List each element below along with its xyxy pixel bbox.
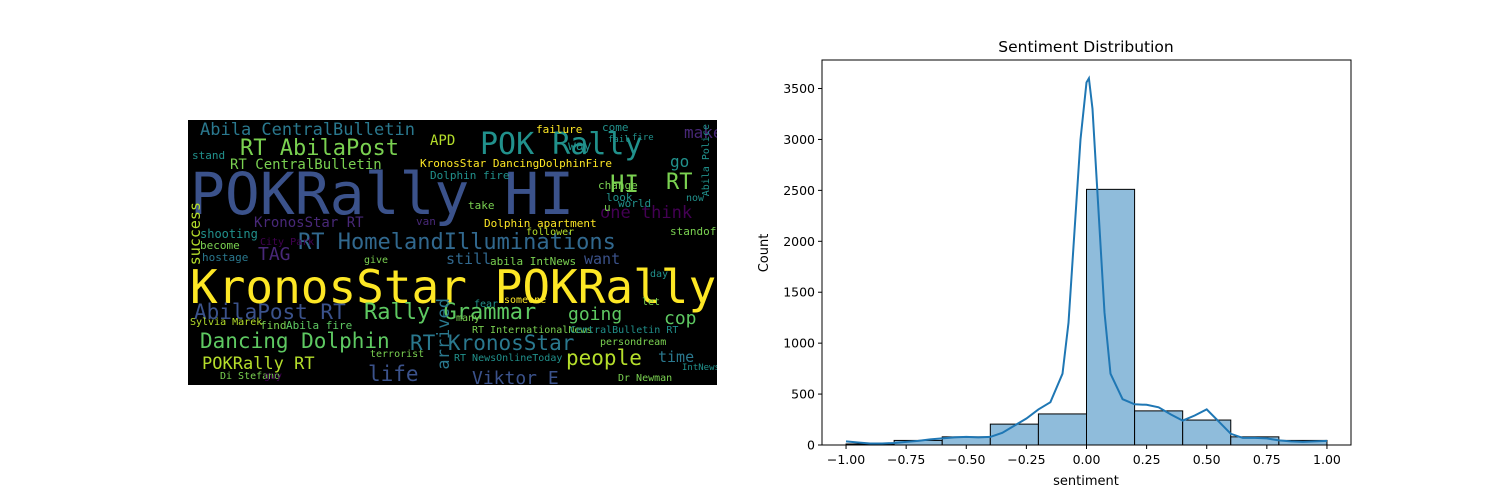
word-cloud-word: POKRally HI — [190, 160, 575, 228]
word-cloud-word: standoff — [670, 225, 717, 238]
word-cloud-word: van — [416, 215, 436, 228]
word-cloud-word: KronosStar POKRally — [190, 260, 717, 314]
word-cloud-word: APD — [430, 133, 456, 149]
word-cloud-word: Abila fire — [286, 319, 353, 332]
word-cloud-word: RT — [666, 170, 693, 195]
word-cloud-word: Dolphin apartment — [484, 217, 597, 230]
word-cloud-word: make — [684, 123, 717, 142]
histogram-bar — [1182, 419, 1232, 446]
x-tick-label: 0.75 — [1253, 452, 1281, 467]
y-tick-label: 500 — [791, 387, 815, 402]
word-cloud-word: going — [568, 304, 623, 325]
y-tick-label: 2500 — [783, 183, 815, 198]
histogram-bars — [845, 188, 1328, 446]
x-tick-label: 0.25 — [1133, 452, 1161, 467]
word-cloud-word: HI — [610, 170, 639, 198]
word-cloud-word: become — [200, 239, 240, 252]
word-cloud-word: look — [606, 191, 633, 204]
y-tick-label: 1500 — [783, 285, 815, 300]
x-tick-label: 0.50 — [1193, 452, 1221, 467]
y-tick-label: 2000 — [783, 234, 815, 249]
word-cloud-word: RT AbilaPost — [240, 136, 399, 161]
x-axis-label: sentiment — [1053, 474, 1119, 489]
word-cloud-word: fire — [632, 133, 654, 143]
x-tick-label: 1.00 — [1313, 452, 1341, 467]
word-cloud-word: Dr Newman — [618, 373, 673, 384]
word-cloud-word: TAG — [258, 244, 291, 265]
word-cloud-word: City Park — [260, 237, 315, 248]
word-cloud-word: fear — [474, 299, 499, 310]
word-cloud-word: persondream — [600, 337, 667, 348]
word-cloud-word: let — [642, 297, 661, 308]
word-cloud-word: RT HomelandIlluminations — [298, 230, 616, 255]
histogram-bar — [1037, 413, 1087, 446]
word-cloud-word: take — [468, 199, 495, 212]
kde-curve — [845, 75, 1328, 445]
word-cloud-word: many — [456, 313, 481, 324]
word-cloud-word: guy — [264, 371, 283, 382]
word-cloud-word: fail — [608, 135, 630, 145]
word-cloud-word: RT InternationalNews — [472, 325, 593, 336]
x-tick-label: −0.50 — [947, 452, 985, 467]
x-axis-ticks: −1.00 −0.75 −0.50 −0.25 0.00 0.25 0.50 0.75 1.00 — [827, 445, 1341, 467]
chart-title: Sentiment Distribution — [998, 38, 1173, 56]
word-cloud-word: cop — [664, 308, 697, 329]
word-cloud-word: someone — [504, 295, 547, 306]
word-cloud-word: time — [658, 348, 695, 366]
word-cloud-word: people — [566, 346, 642, 370]
x-tick-label: −0.75 — [887, 452, 925, 467]
y-axis-label: Count — [757, 234, 772, 273]
word-cloud-word: u — [604, 201, 611, 214]
word-cloud-word: RT NewsOnlineToday — [454, 353, 563, 364]
word-cloud-word: shooting — [200, 227, 258, 241]
word-cloud-word: failure — [536, 123, 583, 136]
word-cloud-word: Di Stefano — [220, 371, 281, 382]
word-cloud-word: RT CentralBulletin — [230, 157, 382, 173]
word-cloud-word: Sylvia Marek — [190, 317, 263, 328]
y-tick-label: 3000 — [783, 132, 815, 147]
word-cloud-word: change — [598, 179, 638, 192]
word-cloud-word: life — [368, 362, 419, 385]
word-cloud-word: Viktor E — [472, 368, 559, 386]
word-cloud-word: IntNews RT — [682, 363, 717, 373]
word-cloud-word: now — [686, 193, 705, 204]
word-cloud-word: still — [446, 250, 492, 268]
histogram-bar — [1086, 188, 1136, 446]
word-cloud-word: Abila CentralBulletin — [200, 120, 415, 140]
word-cloud-word: want — [584, 250, 621, 268]
word-cloud-word: Rally Grammar — [364, 300, 537, 325]
word-cloud: POKRally HI KronosStar POKRally POK Rally R… — [188, 120, 717, 385]
word-cloud-word: POKRally RT — [202, 354, 315, 374]
word-cloud-word: go — [670, 152, 690, 171]
word-cloud-word: hostage — [202, 251, 249, 264]
word-cloud-word: KronosStar DancingDolphinFire — [420, 157, 613, 170]
word-cloud-word: KronosStar RT — [254, 215, 364, 231]
x-tick-label: 0.00 — [1073, 452, 1101, 467]
word-cloud-word: way — [568, 139, 592, 154]
word-cloud-word: stand — [192, 149, 226, 162]
word-cloud-word: AbilaPost RT — [194, 300, 346, 324]
x-tick-label: −1.00 — [827, 452, 865, 467]
word-cloud-word: CentralBulletin RT — [570, 325, 679, 336]
word-cloud-word: abila IntNews — [490, 255, 577, 268]
y-axis-ticks: 0 500 1000 1500 2000 2500 3000 3500 — [783, 81, 822, 453]
word-cloud-word: Dolphin fire — [430, 169, 510, 182]
word-cloud-word: terrorist — [370, 349, 425, 360]
y-tick-label: 3500 — [783, 81, 815, 96]
word-cloud-word: Dancing Dolphin — [200, 329, 390, 353]
word-cloud-word: give — [364, 255, 389, 266]
word-cloud-word: RT KronosStar — [410, 331, 575, 355]
word-cloud-word: find — [260, 319, 287, 332]
y-tick-label: 1000 — [783, 336, 815, 351]
x-tick-label: −0.25 — [1007, 452, 1045, 467]
word-cloud-word: one think — [600, 203, 693, 223]
y-tick-label: 0 — [807, 438, 815, 453]
word-cloud-word: day — [650, 269, 669, 280]
word-cloud-word: POK Rally — [480, 127, 643, 162]
word-cloud-word: follower — [526, 227, 575, 238]
word-cloud-word: world — [618, 197, 652, 210]
word-cloud-word: come — [602, 121, 629, 134]
